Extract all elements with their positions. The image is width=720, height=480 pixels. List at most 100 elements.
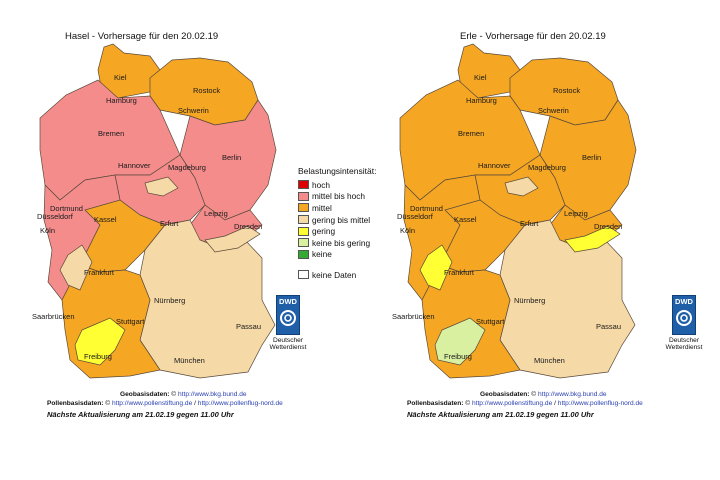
city-label: Hannover (118, 161, 151, 170)
hasel-map: Kiel Rostock Hamburg Schwerin Bremen Berlin Ha… (32, 43, 277, 379)
region-elbe (564, 225, 621, 253)
dwd-logo-box: DWD (672, 295, 696, 335)
erle-regions (399, 43, 637, 379)
city-label: München (534, 356, 565, 365)
city-label: Passau (596, 322, 621, 331)
pollenflug-nord-link[interactable]: http://www.pollenflug-nord.de (197, 400, 283, 407)
pollenflug-nord-link[interactable]: http://www.pollenflug-nord.de (557, 400, 643, 407)
geo-credit: Geobasisdaten: © http://www.bkg.bund.de (480, 391, 607, 398)
region-rhine-valley (419, 244, 453, 291)
erle-panel: Erle - Vorhersage für den 20.02.19 Kiel R… (360, 0, 720, 480)
legend-item: keine (298, 249, 384, 261)
legend-swatch (298, 270, 309, 280)
update-notice: Nächste Aktualisierung am 21.02.19 gegen… (407, 410, 594, 419)
dwd-name: Deutscher Wetterdienst (269, 337, 307, 352)
city-label: Hannover (478, 161, 511, 170)
hasel-map-title: Hasel - Vorhersage für den 20.02.19 (65, 31, 219, 42)
city-label: München (174, 356, 205, 365)
legend-label: mittel (312, 202, 332, 213)
city-label: Köln (400, 226, 415, 235)
region-freiburg (74, 317, 126, 366)
city-label: Frankfurt (444, 268, 475, 277)
city-label: Saarbrücken (392, 312, 435, 321)
erle-map-title: Erle - Vorhersage für den 20.02.19 (460, 31, 606, 42)
city-label: Düsseldorf (397, 212, 434, 221)
pollenstiftung-link[interactable]: http://www.pollenstiftung.de (471, 400, 553, 407)
city-label: Leipzig (204, 209, 228, 218)
city-label: Dortmund (50, 204, 83, 213)
region-freiburg (434, 317, 486, 366)
legend-item: mittel (298, 202, 384, 214)
city-label: Schwerin (178, 106, 209, 115)
city-label: Schwerin (538, 106, 569, 115)
dwd-logo-right: DWD Deutscher Wetterdienst (654, 295, 714, 352)
legend-item: keine bis gering (298, 237, 384, 249)
update-notice: Nächste Aktualisierung am 21.02.19 gegen… (47, 410, 234, 419)
dwd-swirl-icon (280, 310, 296, 326)
city-label: Kassel (94, 215, 117, 224)
city-label: Hamburg (466, 96, 497, 105)
city-label: Dortmund (410, 204, 443, 213)
legend-item-no-data: keine Daten (298, 269, 384, 281)
dwd-logo-box: DWD (276, 295, 300, 335)
legend-swatch (298, 215, 309, 225)
city-label: Rostock (553, 86, 580, 95)
city-label: Köln (40, 226, 55, 235)
legend-label: keine Daten (312, 269, 357, 280)
city-label: Saarbrücken (32, 312, 75, 321)
erle-city-labels: Kiel Rostock Hamburg Schwerin Bremen Berlin Ha… (392, 73, 622, 365)
city-label: Stuttgart (476, 317, 505, 326)
city-label: Berlin (222, 153, 241, 162)
city-label: Freiburg (444, 352, 472, 361)
city-label: Kassel (454, 215, 477, 224)
legend-label: keine bis gering (312, 237, 371, 248)
legend-item: gering (298, 225, 384, 237)
region-hesse (79, 199, 166, 273)
hasel-city-labels: Kiel Rostock Hamburg Schwerin Bremen Berlin Ha… (32, 73, 262, 365)
legend-label: gering bis mittel (312, 214, 371, 225)
city-label: Bremen (458, 129, 484, 138)
city-label: Passau (236, 322, 261, 331)
city-label: Kiel (474, 73, 487, 82)
legend-item: mittel bis hoch (298, 191, 384, 203)
city-label: Rostock (193, 86, 220, 95)
legend-items: hoch mittel bis hoch mittel gering bis mitt… (298, 179, 384, 260)
legend-swatch (298, 180, 309, 190)
legend-label: keine (312, 249, 332, 260)
legend-swatch (298, 238, 309, 248)
region-rhine-valley (59, 244, 93, 291)
region-harz (144, 176, 179, 197)
pollen-credit: Pollenbasisdaten: © http://www.pollensti… (407, 400, 643, 407)
city-label: Nürnberg (514, 296, 545, 305)
region-hesse (439, 199, 526, 273)
legend-item: gering bis mittel (298, 214, 384, 226)
dwd-name: Deutscher Wetterdienst (665, 337, 703, 352)
city-label: Leipzig (564, 209, 588, 218)
geo-credit: Geobasisdaten: © http://www.bkg.bund.de (120, 391, 247, 398)
city-label: Magdeburg (168, 163, 206, 172)
legend-item: hoch (298, 179, 384, 191)
city-label: Erfurt (520, 219, 539, 228)
erle-map: Kiel Rostock Hamburg Schwerin Bremen Berlin Ha… (392, 43, 637, 379)
geo-link[interactable]: http://www.bkg.bund.de (178, 391, 247, 398)
dwd-logo-left: DWD Deutscher Wetterdienst (258, 295, 318, 352)
city-label: Erfurt (160, 219, 179, 228)
legend-swatch (298, 203, 309, 213)
city-label: Düsseldorf (37, 212, 74, 221)
city-label: Nürnberg (154, 296, 185, 305)
city-label: Magdeburg (528, 163, 566, 172)
legend-swatch (298, 249, 309, 259)
legend-label: hoch (312, 179, 330, 190)
pollen-credit: Pollenbasisdaten: © http://www.pollensti… (47, 400, 283, 407)
pollenstiftung-link[interactable]: http://www.pollenstiftung.de (111, 400, 193, 407)
city-label: Frankfurt (84, 268, 115, 277)
city-label: Dresden (594, 222, 622, 231)
geo-link[interactable]: http://www.bkg.bund.de (538, 391, 607, 398)
city-label: Berlin (582, 153, 601, 162)
city-label: Hamburg (106, 96, 137, 105)
legend-label: gering (312, 226, 336, 237)
city-label: Kiel (114, 73, 127, 82)
city-label: Bremen (98, 129, 124, 138)
legend-swatch (298, 226, 309, 236)
city-label: Dresden (234, 222, 262, 231)
